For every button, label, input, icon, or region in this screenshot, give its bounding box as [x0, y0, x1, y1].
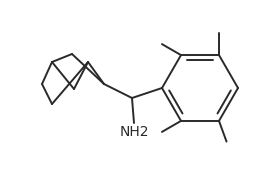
Text: NH2: NH2 [119, 125, 149, 139]
